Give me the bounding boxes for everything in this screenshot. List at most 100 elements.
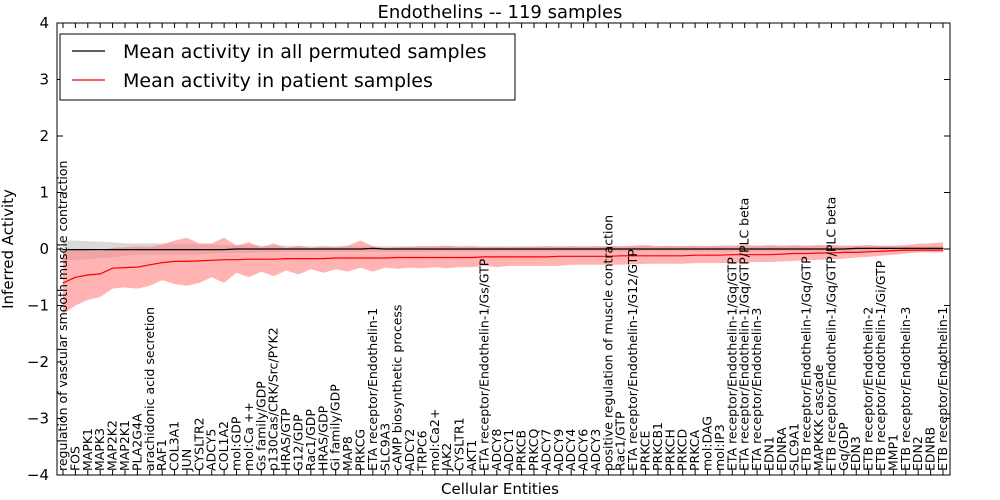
point-permuted (124, 249, 126, 251)
point-permuted (521, 248, 523, 250)
x-tick-label: PRKCB1 (650, 422, 665, 471)
point-permuted (706, 248, 709, 250)
point-patient (620, 255, 622, 257)
point-permuted (892, 247, 895, 249)
point-permuted (409, 248, 411, 250)
x-tick-label: COL1A2 (216, 421, 231, 471)
point-patient (744, 254, 746, 256)
x-tick-label: ETA receptor/Endothelin-3 (749, 308, 764, 471)
x-tick-label: ETB receptor/Endothelin-1/Gq/GTP/PLC bet… (824, 197, 839, 471)
x-tick-label: HRAS/GDP (315, 405, 330, 471)
point-permuted (74, 249, 76, 251)
point-permuted (235, 248, 238, 250)
point-patient (781, 253, 783, 255)
point-permuted (508, 248, 510, 250)
x-tick-label: CYSLTR2 (191, 417, 206, 471)
point-permuted (421, 248, 423, 250)
x-tick-label: RAF1 (154, 439, 169, 471)
point-permuted (223, 249, 225, 251)
point-patient (335, 257, 337, 259)
point-permuted (335, 248, 337, 250)
point-permuted (136, 249, 138, 251)
point-patient (583, 255, 585, 257)
point-patient (136, 266, 138, 268)
x-tick-label: MAP8 (340, 436, 355, 471)
point-patient (644, 255, 647, 257)
point-patient (87, 274, 89, 276)
point-patient (533, 256, 535, 258)
point-permuted (694, 248, 696, 250)
x-tick-label: EDN1 (762, 436, 777, 471)
point-permuted (719, 248, 721, 250)
point-permuted (942, 247, 944, 249)
point-permuted (372, 247, 374, 249)
x-tick-label: ADCY7 (538, 429, 553, 471)
x-tick-label: SLC9A3 (377, 423, 392, 471)
point-permuted (868, 247, 870, 249)
x-tick-label: MAPKKK cascade (811, 364, 826, 471)
point-patient (186, 260, 188, 262)
x-tick-label: ETB receptor/Endothelin-2 (861, 307, 876, 471)
x-tick-label: p130Cas/CRK/Src/PYK2 (266, 327, 281, 471)
x-tick-label: MAP2K2 (105, 420, 120, 471)
point-patient (260, 258, 262, 260)
point-permuted (347, 248, 349, 250)
legend-box (59, 33, 516, 101)
x-tick-label: arachidonic acid secretion (142, 307, 157, 471)
point-permuted (297, 248, 300, 250)
point-permuted (459, 248, 461, 250)
point-patient (384, 257, 386, 259)
point-patient (917, 249, 919, 251)
series-line-patient (62, 249, 943, 284)
point-patient (310, 258, 312, 260)
point-patient (297, 258, 300, 260)
point-patient (359, 257, 362, 259)
point-permuted (607, 248, 610, 250)
point-permuted (583, 248, 585, 250)
point-patient (62, 282, 64, 284)
point-permuted (434, 248, 436, 250)
y-tick-label: 4 (39, 14, 49, 32)
y-tick-label: 1 (39, 184, 49, 202)
y-tick-label: −2 (27, 353, 49, 371)
x-tick-label: PRKCB (514, 430, 529, 471)
point-permuted (818, 248, 820, 250)
x-tick-label: EDNRA (774, 427, 789, 471)
legend-entry-permuted: Mean activity in all permuted samples (123, 41, 486, 63)
point-permuted (768, 248, 771, 250)
point-permuted (384, 248, 386, 250)
point-permuted (483, 248, 485, 250)
point-permuted (731, 248, 733, 250)
point-patient (285, 258, 287, 260)
x-tick-label: CYSLTR1 (452, 417, 467, 471)
point-patient (496, 256, 498, 258)
point-permuted (211, 249, 213, 251)
point-permuted (496, 248, 498, 250)
x-tick-label: mol:DAG (700, 416, 715, 471)
point-permuted (558, 248, 560, 250)
x-axis-label: Cellular Entities (441, 480, 559, 498)
x-tick-label: JAK2 (439, 443, 454, 472)
point-permuted (186, 249, 188, 251)
x-tick-label: MMP1 (885, 434, 900, 471)
y-tick-label: 2 (39, 127, 49, 145)
point-patient (868, 251, 870, 253)
legend-entry-patient: Mean activity in patient samples (123, 70, 433, 92)
x-tick-label: PRKCD (675, 429, 690, 471)
point-permuted (545, 248, 548, 250)
x-tick-label: ETB receptor/Endothelin-3 (898, 307, 913, 471)
x-tick-label: ETA receptor/Endothelin-1/Gs/GTP (476, 258, 491, 471)
point-permuted (87, 249, 89, 251)
point-patient (347, 257, 349, 259)
point-permuted (843, 248, 845, 250)
point-permuted (620, 248, 622, 250)
point-permuted (917, 247, 919, 249)
x-tick-label: ETA receptor/Endothelin-1/G12/GTP (625, 249, 640, 471)
x-tick-label: HRAS/GTP (278, 408, 293, 471)
point-permuted (198, 249, 200, 251)
y-tick-label: 0 (39, 240, 49, 258)
x-tick-label: PRKCQ (526, 429, 541, 471)
point-patient (657, 255, 659, 257)
point-permuted (359, 248, 362, 250)
x-tick-label: ADCY3 (588, 429, 603, 471)
